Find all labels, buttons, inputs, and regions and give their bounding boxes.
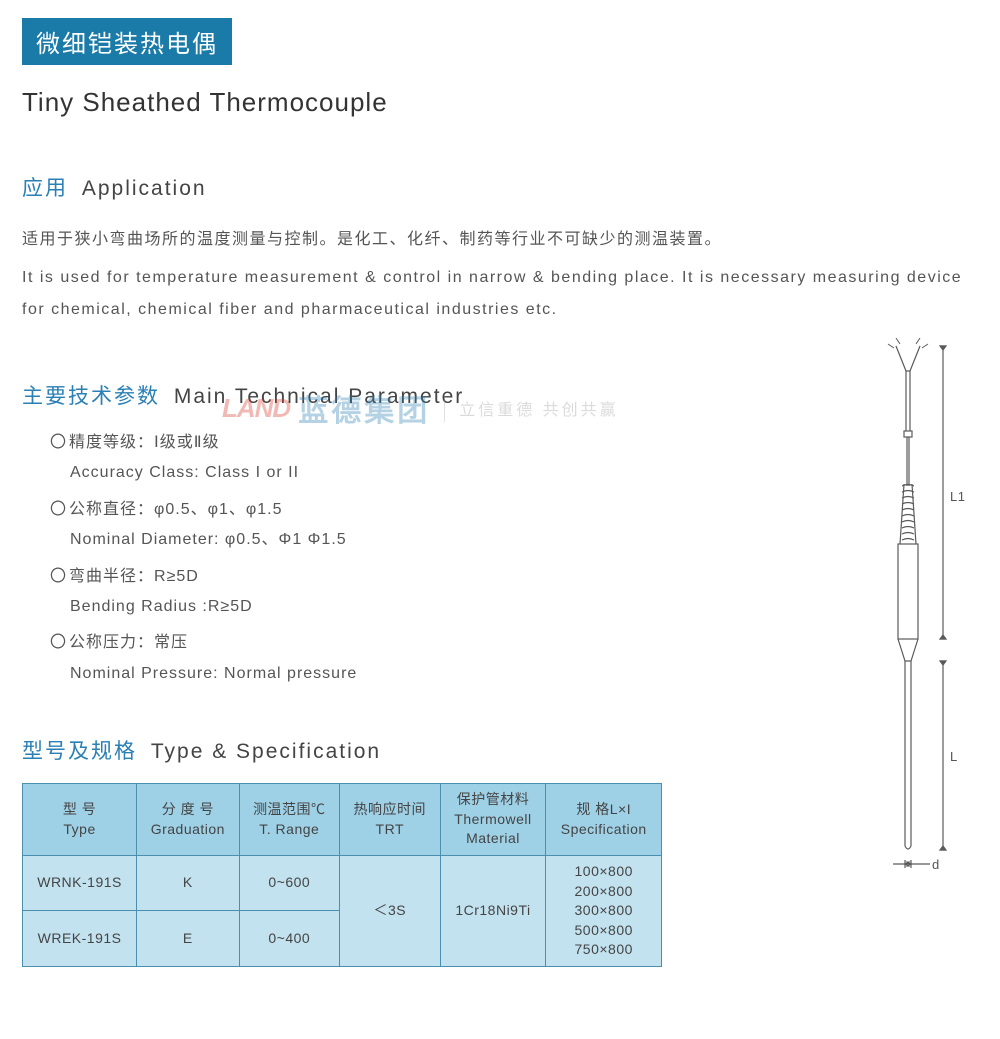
cell-material: 1Cr18Ni9Ti	[440, 855, 546, 966]
param-cn: 精度等级：Ⅰ级或Ⅱ级	[69, 434, 220, 451]
application-text-cn: 适用于狭小弯曲场所的温度测量与控制。是化工、化纤、制药等行业不可缺少的测温装置。	[22, 224, 978, 256]
cell-type: WREK-191S	[23, 911, 137, 966]
application-heading-cn: 应用	[22, 177, 68, 200]
spec-heading-cn: 型号及规格	[22, 740, 137, 763]
table-header-row: 型 号 Type 分 度 号 Graduation 测温范围℃ T. Range…	[23, 784, 662, 856]
thermocouple-diagram: L1 L d	[858, 326, 978, 876]
table-row: WRNK-191S K 0~600 ＜3S 1Cr18Ni9Ti 100×800…	[23, 855, 662, 910]
col-spec: 规 格L×I Specification	[546, 784, 662, 856]
list-item: 〇弯曲半径：R≥5D Bending Radius :R≥5D	[50, 562, 818, 623]
col-type: 型 号 Type	[23, 784, 137, 856]
diagram-label-d: d	[932, 857, 940, 872]
param-en: Nominal Diameter: φ0.5、Φ1 Φ1.5	[50, 525, 818, 555]
parameters-list: 〇精度等级：Ⅰ级或Ⅱ级 Accuracy Class: Class I or I…	[22, 428, 818, 689]
cell-range: 0~400	[239, 911, 339, 966]
bullet-icon: 〇	[50, 434, 67, 451]
cell-range: 0~600	[239, 855, 339, 910]
cell-graduation: E	[137, 911, 239, 966]
col-graduation: 分 度 号 Graduation	[137, 784, 239, 856]
param-en: Accuracy Class: Class I or II	[50, 458, 818, 488]
parameters-heading-cn: 主要技术参数	[22, 385, 160, 408]
bullet-icon: 〇	[50, 501, 67, 518]
spec-heading-en: Type & Specification	[151, 740, 381, 763]
list-item: 〇公称直径：φ0.5、φ1、φ1.5 Nominal Diameter: φ0.…	[50, 495, 818, 556]
col-range: 测温范围℃ T. Range	[239, 784, 339, 856]
cell-graduation: K	[137, 855, 239, 910]
application-text-en: It is used for temperature measurement &…	[22, 262, 978, 326]
col-trt: 热响应时间 TRT	[340, 784, 440, 856]
main-title: Tiny Sheathed Thermocouple	[22, 87, 978, 118]
param-en: Nominal Pressure: Normal pressure	[50, 659, 818, 689]
list-item: 〇精度等级：Ⅰ级或Ⅱ级 Accuracy Class: Class I or I…	[50, 428, 818, 489]
cell-trt: ＜3S	[340, 855, 440, 966]
param-en: Bending Radius :R≥5D	[50, 592, 818, 622]
parameters-heading-en: Main Technical Parameter	[174, 385, 464, 408]
bullet-icon: 〇	[50, 568, 67, 585]
title-badge: 微细铠装热电偶	[22, 18, 232, 65]
bullet-icon: 〇	[50, 634, 67, 651]
list-item: 〇公称压力：常压 Nominal Pressure: Normal pressu…	[50, 628, 818, 689]
cell-type: WRNK-191S	[23, 855, 137, 910]
param-cn: 弯曲半径：R≥5D	[69, 568, 199, 585]
diagram-label-l: L	[950, 749, 958, 764]
spec-heading: 型号及规格 Type & Specification	[22, 735, 818, 765]
application-heading: 应用 Application	[22, 172, 978, 202]
param-cn: 公称压力：常压	[69, 634, 188, 651]
col-material: 保护管材料 Thermowell Material	[440, 784, 546, 856]
spec-table: 型 号 Type 分 度 号 Graduation 测温范围℃ T. Range…	[22, 783, 662, 967]
param-cn: 公称直径：φ0.5、φ1、φ1.5	[69, 501, 283, 518]
parameters-heading: 主要技术参数 Main Technical Parameter	[22, 380, 818, 410]
application-heading-en: Application	[82, 177, 207, 200]
cell-specs: 100×800 200×800 300×800 500×800 750×800	[546, 855, 662, 966]
diagram-label-l1: L1	[950, 489, 965, 504]
